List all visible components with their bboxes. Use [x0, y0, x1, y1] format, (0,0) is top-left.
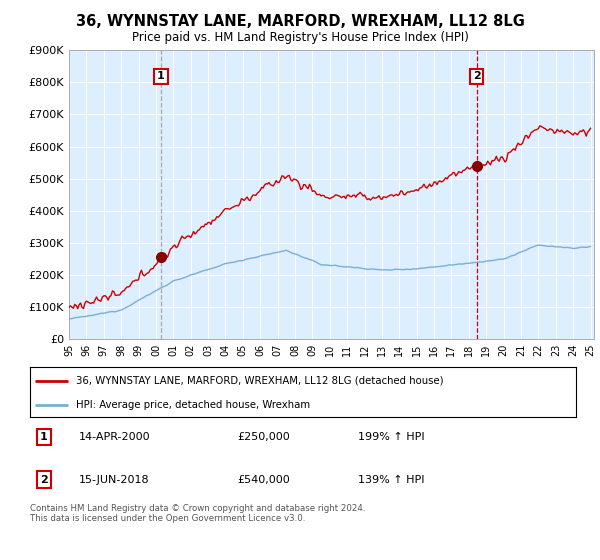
Text: 2: 2: [473, 71, 481, 81]
Text: 199% ↑ HPI: 199% ↑ HPI: [358, 432, 424, 442]
Text: £540,000: £540,000: [238, 474, 290, 484]
Text: £250,000: £250,000: [238, 432, 290, 442]
Text: 1: 1: [40, 432, 47, 442]
Text: Contains HM Land Registry data © Crown copyright and database right 2024.
This d: Contains HM Land Registry data © Crown c…: [30, 504, 365, 524]
Text: 14-APR-2000: 14-APR-2000: [79, 432, 151, 442]
Text: 36, WYNNSTAY LANE, MARFORD, WREXHAM, LL12 8LG (detached house): 36, WYNNSTAY LANE, MARFORD, WREXHAM, LL1…: [76, 376, 444, 386]
Text: 15-JUN-2018: 15-JUN-2018: [79, 474, 150, 484]
Text: 2: 2: [40, 474, 47, 484]
Text: 139% ↑ HPI: 139% ↑ HPI: [358, 474, 424, 484]
Text: 36, WYNNSTAY LANE, MARFORD, WREXHAM, LL12 8LG: 36, WYNNSTAY LANE, MARFORD, WREXHAM, LL1…: [76, 14, 524, 29]
Text: HPI: Average price, detached house, Wrexham: HPI: Average price, detached house, Wrex…: [76, 400, 311, 409]
Text: 1: 1: [157, 71, 165, 81]
Text: Price paid vs. HM Land Registry's House Price Index (HPI): Price paid vs. HM Land Registry's House …: [131, 31, 469, 44]
